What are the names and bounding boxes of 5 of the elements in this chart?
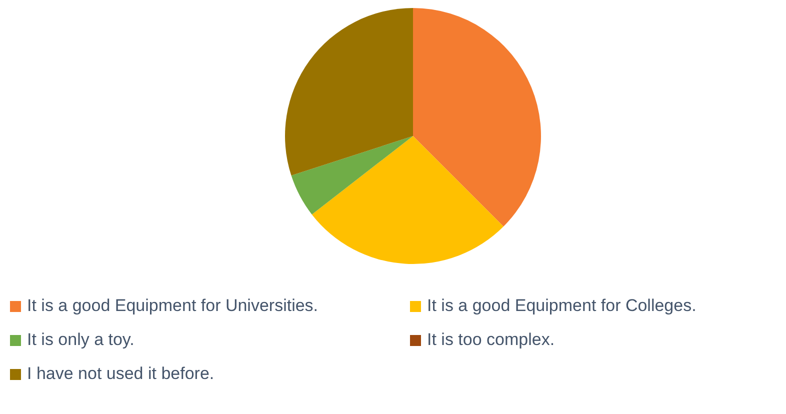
legend-label: It is too complex.	[427, 330, 555, 350]
legend-label: It is a good Equipment for Universities.	[27, 296, 318, 316]
legend-label: It is only a toy.	[27, 330, 134, 350]
legend-label: It is a good Equipment for Colleges.	[427, 296, 696, 316]
legend-label: I have not used it before.	[27, 364, 214, 384]
